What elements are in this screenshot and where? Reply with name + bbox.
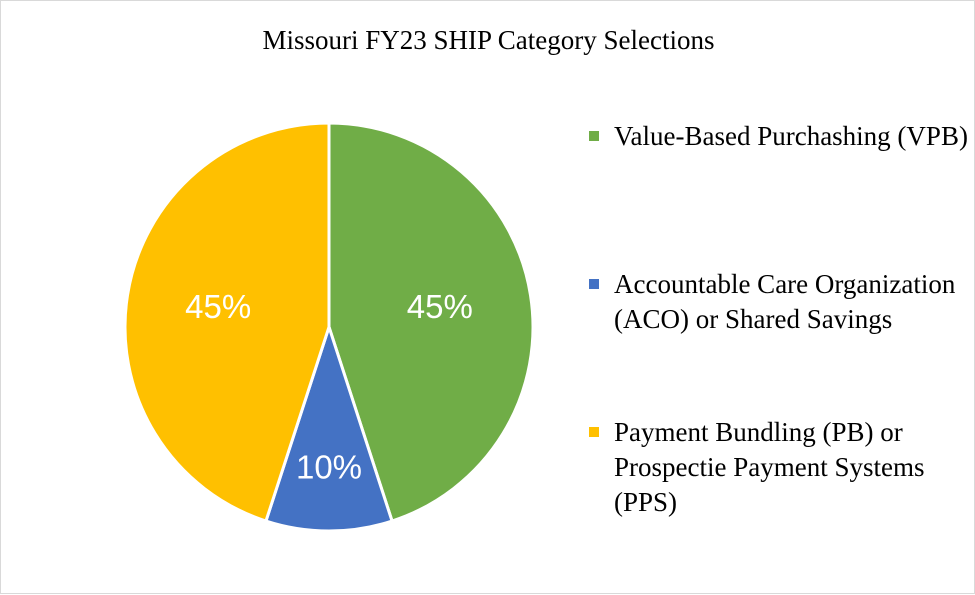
pie-slices <box>123 121 535 533</box>
legend-swatch <box>589 427 599 437</box>
pie-slice-vbp <box>327 121 535 523</box>
legend-label: Payment Bundling (PB) or Prospectie Paym… <box>614 417 925 517</box>
legend-label: Value-Based Purchashing (VPB) <box>614 121 968 151</box>
data-label-aco: 10% <box>296 449 362 486</box>
legend-swatch <box>589 131 599 141</box>
legend-swatch <box>589 279 599 289</box>
pie-labels: 45% 10% 45% <box>185 288 473 485</box>
data-label-vbp: 45% <box>407 288 473 325</box>
chart-title: Missouri FY23 SHIP Category Selections <box>262 25 715 55</box>
pie-slice-pb-pps <box>123 121 331 523</box>
data-label-pb-pps: 45% <box>185 288 251 325</box>
legend-label: Accountable Care Organization (ACO) or S… <box>614 269 956 334</box>
pie-slice-aco <box>264 325 394 533</box>
